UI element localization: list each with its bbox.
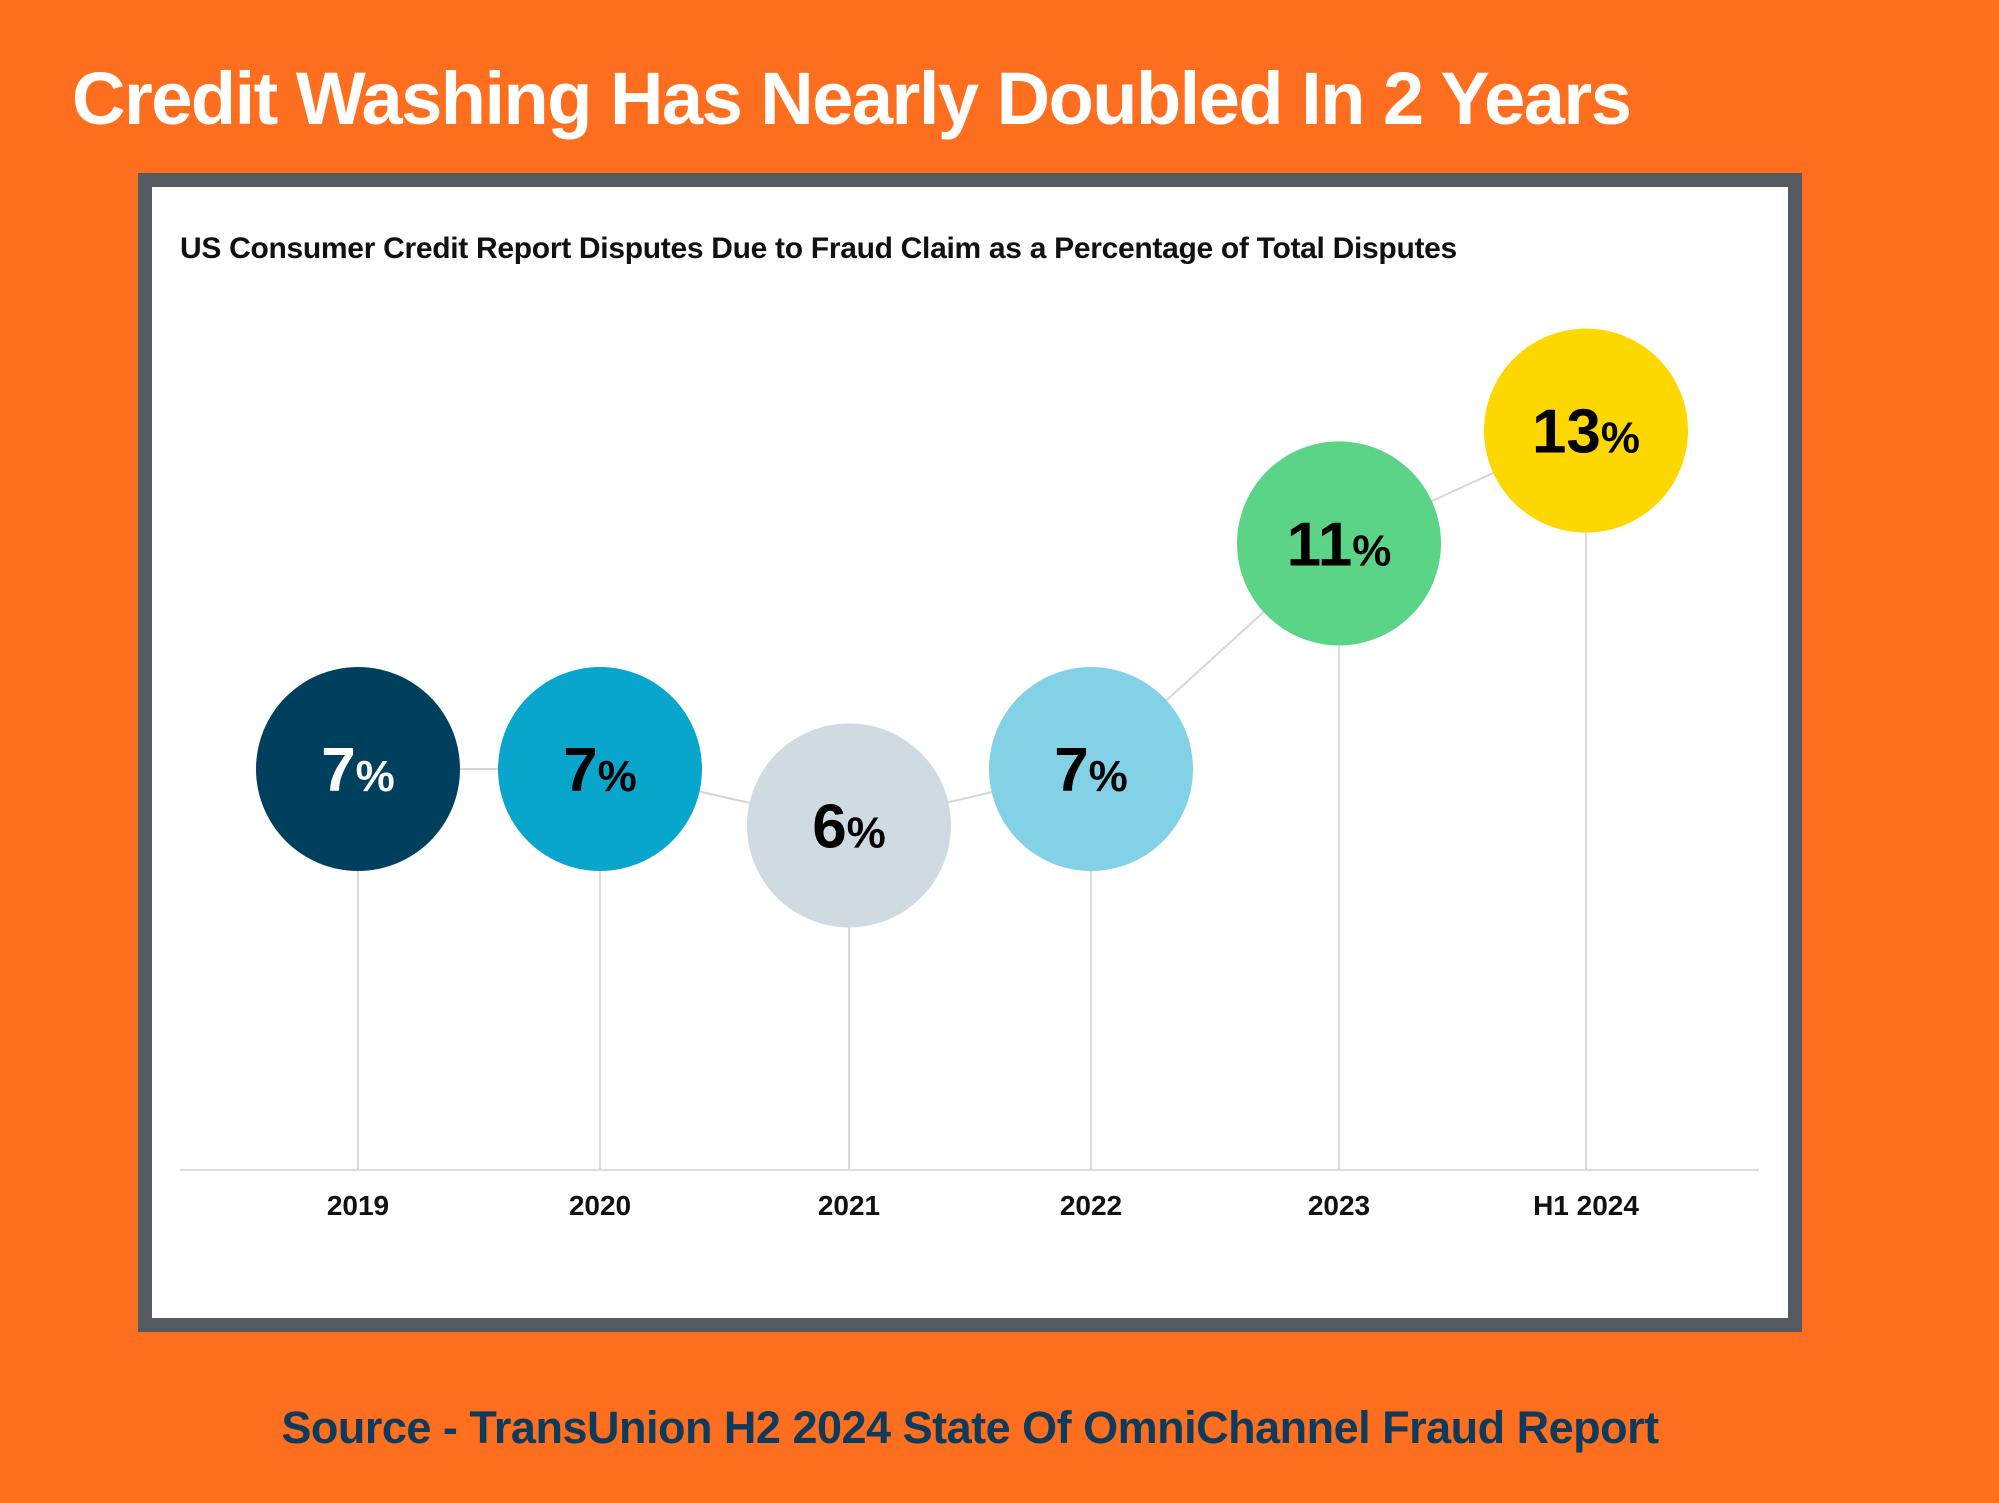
data-label: 7%	[1054, 736, 1128, 805]
data-label: 6%	[812, 792, 886, 861]
data-point-circle	[498, 667, 702, 871]
data-label: 11%	[1287, 510, 1392, 579]
data-point-circle	[256, 667, 460, 871]
chart-title: US Consumer Credit Report Disputes Due t…	[180, 232, 1457, 265]
source-caption: Source - TransUnion H2 2024 State Of Omn…	[281, 1402, 1659, 1453]
data-label: 7%	[321, 736, 395, 805]
x-tick-label: 2022	[1060, 1190, 1122, 1221]
data-point-circle	[1484, 328, 1688, 533]
x-tick-label: H1 2024	[1533, 1190, 1639, 1221]
data-point-circle	[747, 723, 951, 928]
data-label: 7%	[563, 736, 637, 805]
data-point-circle	[1237, 441, 1441, 646]
x-tick-label: 2021	[818, 1190, 880, 1221]
x-tick-label: 2023	[1308, 1190, 1370, 1221]
headline: Credit Washing Has Nearly Doubled In 2 Y…	[72, 57, 1632, 140]
data-point-circle	[989, 667, 1193, 871]
data-label: 13%	[1532, 398, 1640, 467]
x-tick-label: 2020	[569, 1190, 631, 1221]
x-tick-label: 2019	[327, 1190, 389, 1221]
